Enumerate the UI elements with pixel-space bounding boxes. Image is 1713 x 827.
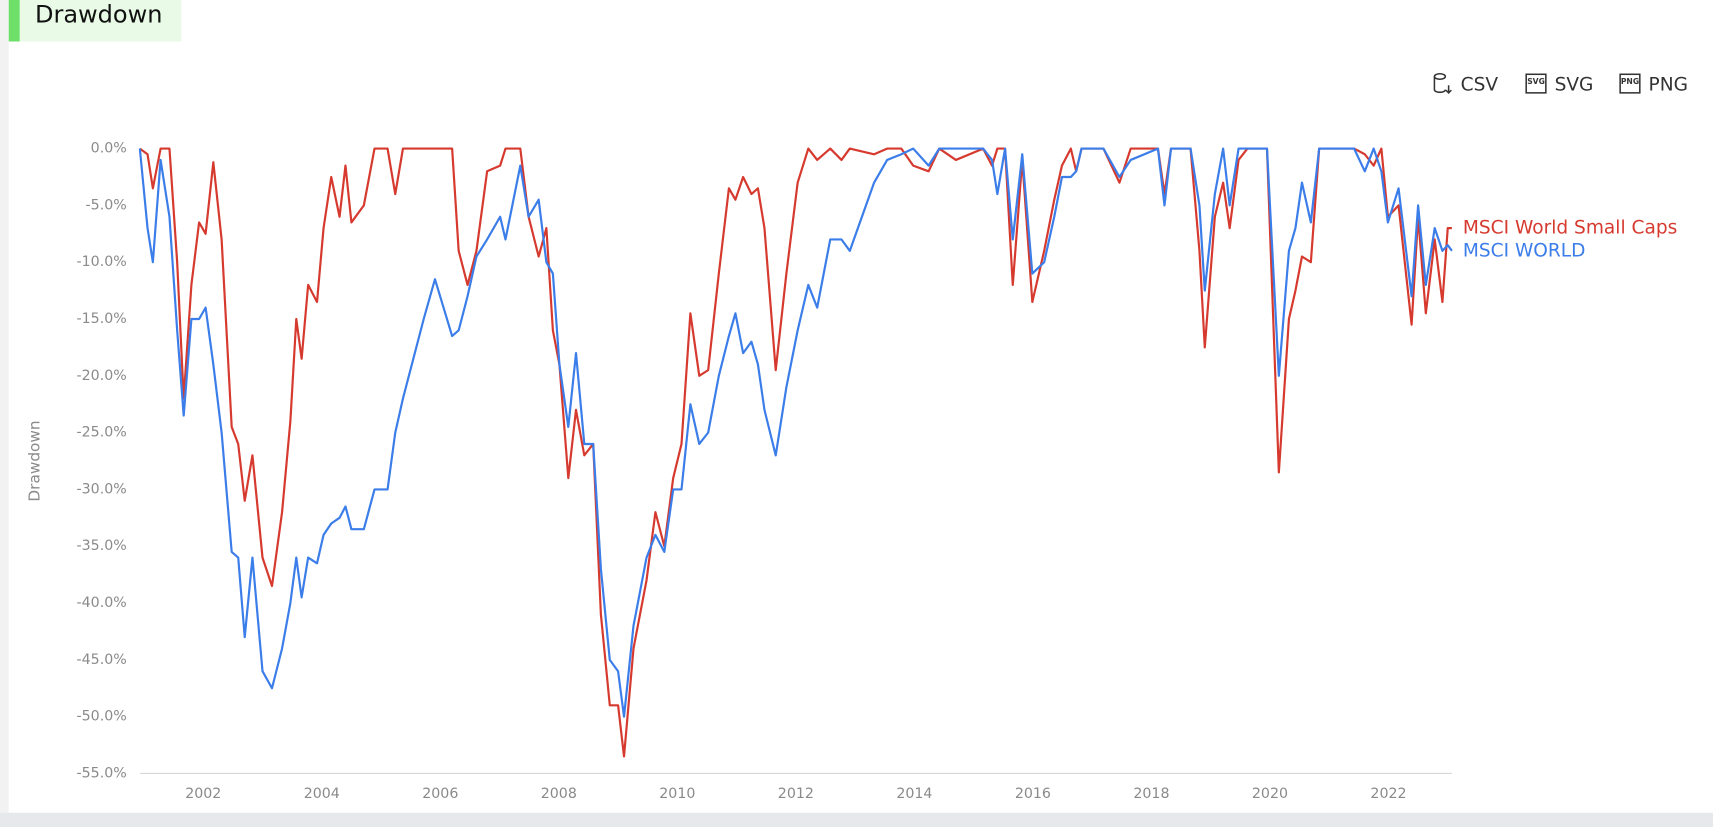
x-tick-label: 2002: [185, 786, 221, 802]
bottom-bar: [0, 812, 1713, 827]
y-tick-label: -50.0%: [77, 709, 127, 725]
x-tick-label: 2016: [1015, 786, 1051, 802]
series-line: [138, 147, 1453, 718]
series-line: [139, 147, 1452, 758]
legend-label: MSCI WORLD: [1463, 240, 1586, 261]
y-axis-label: Drawdown: [25, 420, 43, 501]
left-margin: [0, 0, 9, 827]
csv-icon: [1433, 72, 1452, 94]
x-tick-label: 2022: [1370, 786, 1406, 802]
y-tick-label: 0.0%: [91, 141, 127, 157]
svg-icon: SVG: [1525, 73, 1547, 94]
x-tick-label: 2020: [1252, 786, 1288, 802]
y-tick-label: -30.0%: [77, 481, 127, 497]
y-tick-label: -35.0%: [77, 538, 127, 554]
x-tick-label: 2014: [896, 786, 932, 802]
x-tick-label: 2012: [778, 786, 814, 802]
svg-text:PNG: PNG: [1621, 77, 1639, 86]
svg-button[interactable]: SVG: [1555, 75, 1594, 96]
x-tick-label: 2018: [1133, 786, 1169, 802]
x-tick-label: 2008: [541, 786, 577, 802]
csv-button[interactable]: CSV: [1461, 75, 1499, 96]
x-tick-label: 2006: [422, 786, 458, 802]
y-tick-label: -15.0%: [77, 311, 127, 327]
x-tick-label: 2004: [304, 786, 340, 802]
png-button[interactable]: PNG: [1649, 75, 1688, 96]
y-tick-label: -40.0%: [77, 595, 127, 611]
png-icon: PNG: [1619, 73, 1641, 94]
y-tick-label: -25.0%: [77, 425, 127, 441]
y-tick-label: -55.0%: [77, 765, 127, 781]
y-tick-label: -20.0%: [77, 368, 127, 384]
header-panel: [8, 0, 182, 42]
legend-label: MSCI World Small Caps: [1463, 218, 1677, 239]
y-tick-label: -10.0%: [77, 254, 127, 270]
header-accent: [8, 0, 20, 42]
y-tick-label: -45.0%: [77, 652, 127, 668]
x-tick-label: 2010: [659, 786, 695, 802]
svg-text:SVG: SVG: [1527, 77, 1545, 86]
y-tick-label: -5.0%: [86, 197, 127, 213]
header-title: Drawdown: [35, 0, 163, 28]
